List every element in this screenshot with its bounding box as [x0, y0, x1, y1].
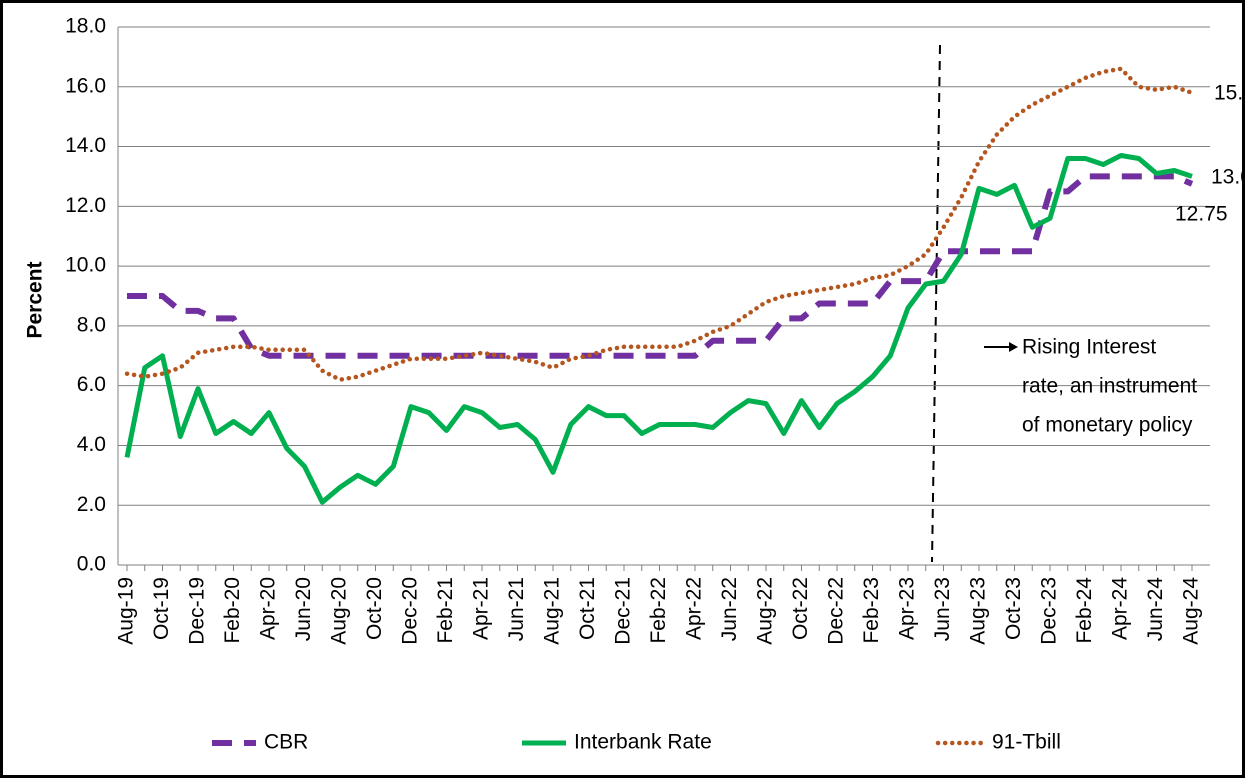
x-tick-label: Feb-24 [1073, 577, 1096, 644]
legend-label: 91-Tbill [992, 731, 1061, 754]
x-tick-label: Jun-20 [292, 577, 315, 641]
x-tick-label: Dec-22 [825, 577, 848, 645]
x-tick-label: Feb-20 [221, 577, 244, 644]
x-tick-label: Oct-19 [150, 577, 173, 640]
x-tick-label: Jun-22 [718, 577, 741, 641]
annotation: rate, an instrument [1022, 375, 1197, 398]
x-tick-label: Feb-22 [647, 577, 670, 644]
x-tick-label: Aug-19 [115, 577, 138, 645]
x-tick-label: Apr-24 [1109, 577, 1132, 640]
divider-line [931, 44, 941, 563]
x-tick-label: Apr-20 [257, 577, 280, 640]
annotation-arrowhead [1009, 342, 1018, 352]
y-tick-label: 0.0 [77, 553, 106, 576]
x-tick-label: Dec-23 [1038, 577, 1061, 645]
x-tick-label: Aug-24 [1180, 577, 1203, 645]
end-label: 13.0 [1211, 166, 1245, 189]
x-tick-label: Oct-21 [576, 577, 599, 640]
end-label: 12.75 [1175, 203, 1228, 226]
x-tick-label: Jun-24 [1144, 577, 1167, 642]
y-tick-label: 18.0 [65, 15, 106, 38]
x-tick-label: Apr-23 [896, 577, 919, 640]
y-tick-label: 14.0 [65, 134, 106, 157]
x-tick-label: Feb-21 [434, 577, 457, 644]
annotation: Rising Interest [1022, 336, 1156, 359]
y-tick-label: 12.0 [65, 194, 106, 217]
y-tick-label: 6.0 [77, 373, 106, 396]
x-tick-label: Jun-23 [931, 577, 954, 641]
series-line [124, 153, 1193, 505]
x-tick-label: Aug-21 [541, 577, 564, 645]
x-tick-label: Dec-19 [186, 577, 209, 645]
y-tick-label: 2.0 [77, 493, 106, 516]
x-tick-label: Dec-21 [612, 577, 635, 645]
x-tick-label: Dec-20 [399, 577, 422, 645]
x-tick-label: Apr-22 [683, 577, 706, 640]
legend-label: CBR [264, 731, 308, 754]
x-tick-label: Oct-23 [1002, 577, 1025, 640]
x-tick-label: Aug-23 [967, 577, 990, 645]
annotation: of monetary policy [1022, 414, 1193, 437]
x-tick-label: Jun-21 [505, 577, 528, 641]
x-tick-label: Aug-20 [328, 577, 351, 645]
y-tick-label: 16.0 [65, 74, 106, 97]
x-tick-label: Aug-22 [754, 577, 777, 645]
x-tick-label: Oct-22 [789, 577, 812, 640]
end-label: 15.8 [1214, 82, 1245, 105]
y-tick-label: 10.0 [65, 254, 106, 277]
y-tick-label: 8.0 [77, 313, 106, 336]
y-axis-label: Percent [24, 261, 47, 338]
x-tick-label: Oct-20 [363, 577, 386, 640]
legend-label: Interbank Rate [574, 731, 712, 754]
series-line [127, 173, 1194, 359]
y-tick-label: 4.0 [77, 433, 106, 456]
series-line [124, 66, 1195, 382]
x-tick-label: Apr-21 [470, 577, 493, 640]
x-tick-label: Feb-23 [860, 577, 883, 644]
